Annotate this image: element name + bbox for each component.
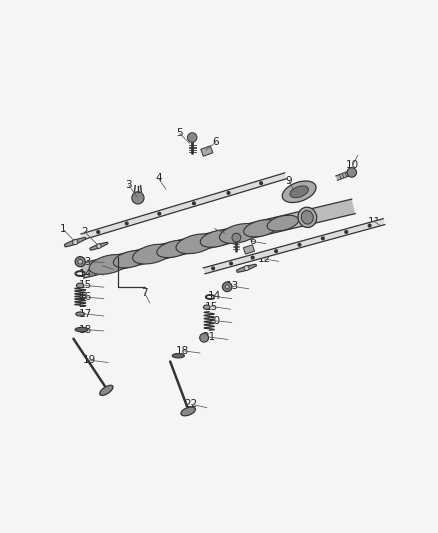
Polygon shape bbox=[64, 237, 86, 247]
Circle shape bbox=[275, 250, 277, 253]
Ellipse shape bbox=[244, 220, 279, 237]
Circle shape bbox=[132, 192, 144, 204]
Text: 18: 18 bbox=[79, 325, 92, 335]
Bar bbox=[201, 146, 213, 156]
Text: 5: 5 bbox=[177, 128, 183, 139]
Ellipse shape bbox=[267, 215, 299, 231]
Circle shape bbox=[223, 282, 232, 292]
Ellipse shape bbox=[157, 240, 192, 257]
Circle shape bbox=[230, 262, 233, 265]
Polygon shape bbox=[203, 219, 385, 274]
Circle shape bbox=[125, 222, 128, 225]
Ellipse shape bbox=[75, 327, 88, 332]
Text: 21: 21 bbox=[202, 332, 216, 342]
Text: 11: 11 bbox=[368, 216, 381, 227]
Ellipse shape bbox=[133, 244, 173, 264]
Ellipse shape bbox=[301, 211, 313, 224]
Circle shape bbox=[158, 212, 161, 215]
Ellipse shape bbox=[176, 234, 216, 254]
Ellipse shape bbox=[200, 230, 235, 247]
Text: 18: 18 bbox=[175, 345, 189, 356]
Circle shape bbox=[72, 239, 78, 245]
Ellipse shape bbox=[89, 254, 129, 274]
Polygon shape bbox=[90, 242, 108, 251]
Circle shape bbox=[227, 191, 230, 195]
Circle shape bbox=[244, 266, 249, 271]
Polygon shape bbox=[336, 170, 353, 180]
Text: 8: 8 bbox=[110, 264, 117, 274]
Text: 12: 12 bbox=[258, 254, 271, 264]
Circle shape bbox=[200, 333, 208, 342]
Circle shape bbox=[298, 244, 301, 246]
Ellipse shape bbox=[181, 407, 195, 416]
Text: 10: 10 bbox=[346, 159, 359, 169]
Text: 13: 13 bbox=[225, 281, 239, 291]
Text: 15: 15 bbox=[205, 302, 218, 311]
Ellipse shape bbox=[77, 283, 84, 288]
Text: 19: 19 bbox=[83, 355, 96, 365]
Text: 22: 22 bbox=[184, 399, 198, 409]
Ellipse shape bbox=[113, 251, 148, 268]
Circle shape bbox=[97, 244, 101, 248]
Text: 5: 5 bbox=[222, 229, 229, 239]
Circle shape bbox=[225, 285, 229, 289]
Text: 16: 16 bbox=[79, 292, 92, 302]
Text: 7: 7 bbox=[141, 288, 148, 298]
Text: 15: 15 bbox=[79, 280, 92, 290]
Ellipse shape bbox=[219, 223, 259, 244]
Ellipse shape bbox=[100, 385, 113, 395]
Text: 14: 14 bbox=[208, 292, 221, 301]
Circle shape bbox=[75, 256, 85, 267]
Circle shape bbox=[232, 233, 241, 242]
Text: 17: 17 bbox=[79, 309, 92, 319]
Text: 4: 4 bbox=[155, 173, 162, 183]
Circle shape bbox=[193, 202, 195, 205]
Circle shape bbox=[212, 267, 215, 270]
Polygon shape bbox=[80, 199, 355, 278]
Circle shape bbox=[347, 168, 357, 177]
Circle shape bbox=[321, 237, 324, 240]
Circle shape bbox=[260, 182, 262, 184]
Bar bbox=[244, 245, 254, 254]
Circle shape bbox=[345, 231, 348, 233]
Ellipse shape bbox=[282, 181, 316, 203]
Text: 14: 14 bbox=[79, 269, 92, 279]
Text: 3: 3 bbox=[125, 180, 132, 190]
Circle shape bbox=[97, 231, 99, 233]
Circle shape bbox=[78, 260, 83, 264]
Ellipse shape bbox=[172, 353, 184, 358]
Text: 20: 20 bbox=[208, 316, 221, 326]
Text: 9: 9 bbox=[286, 176, 292, 186]
Text: 6: 6 bbox=[249, 236, 256, 246]
Ellipse shape bbox=[76, 312, 85, 316]
Ellipse shape bbox=[298, 207, 317, 228]
Text: 1: 1 bbox=[60, 224, 67, 235]
Text: 2: 2 bbox=[81, 227, 88, 237]
Circle shape bbox=[187, 133, 197, 142]
Circle shape bbox=[368, 224, 371, 227]
Polygon shape bbox=[81, 173, 286, 240]
Text: 13: 13 bbox=[79, 257, 92, 266]
Text: 6: 6 bbox=[213, 137, 219, 147]
Ellipse shape bbox=[290, 186, 308, 198]
Circle shape bbox=[251, 256, 254, 259]
Ellipse shape bbox=[203, 305, 210, 309]
Polygon shape bbox=[237, 264, 257, 272]
